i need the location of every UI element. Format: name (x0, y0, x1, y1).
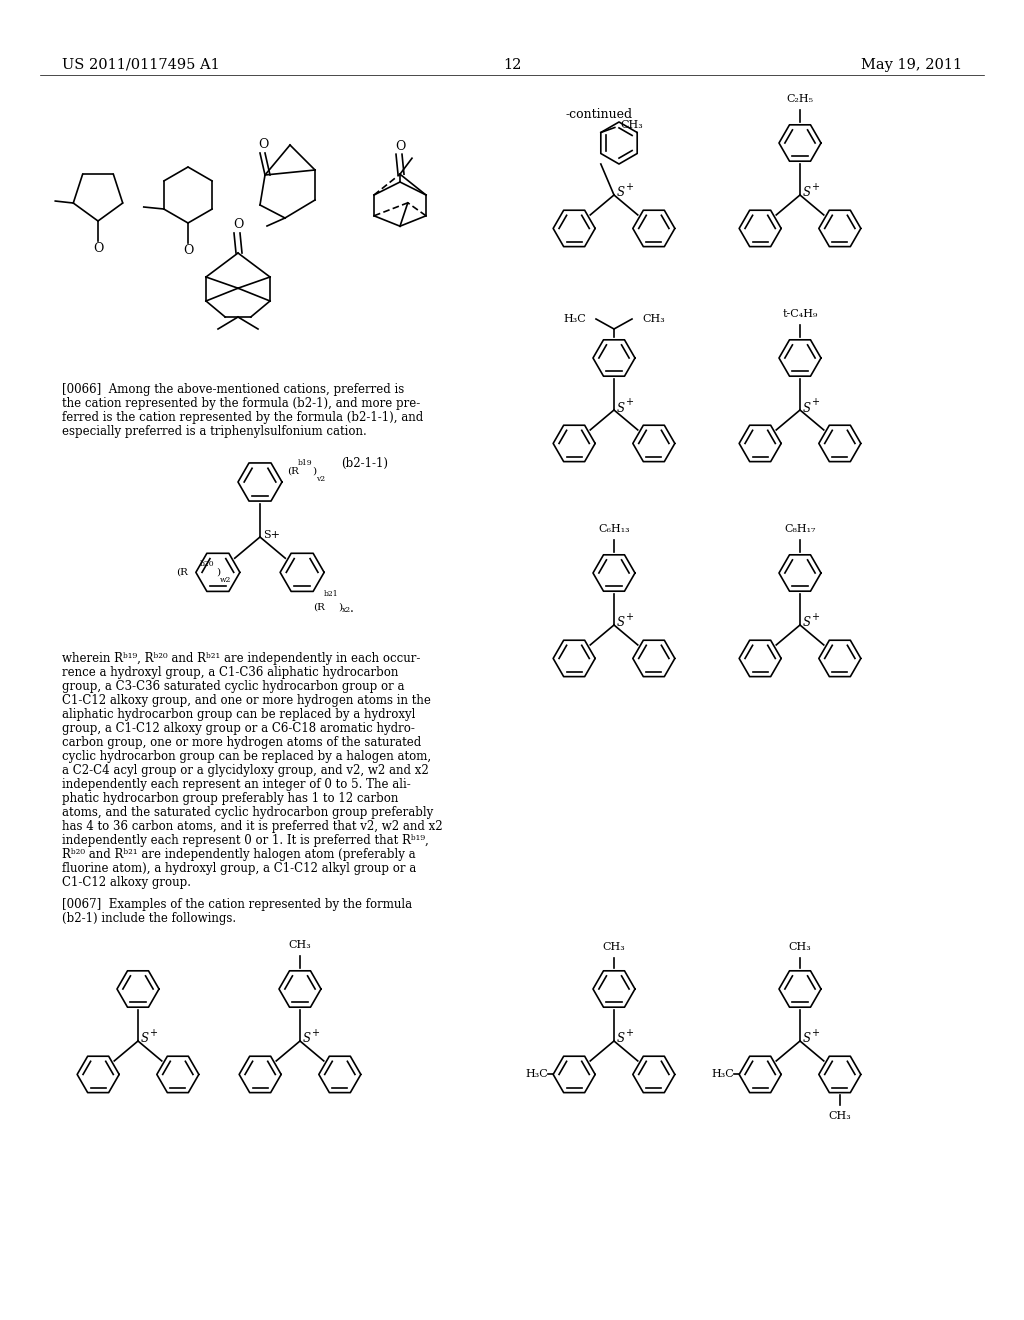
Text: 12: 12 (503, 58, 521, 73)
Text: O: O (183, 243, 194, 256)
Text: S: S (617, 401, 625, 414)
Text: ferred is the cation represented by the formula (b2-1-1), and: ferred is the cation represented by the … (62, 411, 423, 424)
Text: independently each represent an integer of 0 to 5. The ali-: independently each represent an integer … (62, 777, 411, 791)
Text: S+: S+ (263, 531, 280, 540)
Text: (R: (R (313, 602, 325, 611)
Text: b20: b20 (200, 561, 214, 569)
Text: wherein Rᵇ¹⁹, Rᵇ²⁰ and Rᵇ²¹ are independently in each occur-: wherein Rᵇ¹⁹, Rᵇ²⁰ and Rᵇ²¹ are independ… (62, 652, 421, 665)
Text: CH₃: CH₃ (788, 942, 811, 952)
Text: ): ) (216, 568, 220, 577)
Text: US 2011/0117495 A1: US 2011/0117495 A1 (62, 58, 220, 73)
Text: carbon group, one or more hydrogen atoms of the saturated: carbon group, one or more hydrogen atoms… (62, 737, 421, 748)
Text: w2: w2 (220, 577, 231, 585)
Text: May 19, 2011: May 19, 2011 (861, 58, 962, 73)
Text: a C2-C4 acyl group or a glycidyloxy group, and v2, w2 and x2: a C2-C4 acyl group or a glycidyloxy grou… (62, 764, 429, 777)
Text: +: + (625, 182, 633, 191)
Text: S: S (141, 1032, 150, 1045)
Text: group, a C1-C12 alkoxy group or a C6-C18 aromatic hydro-: group, a C1-C12 alkoxy group or a C6-C18… (62, 722, 415, 735)
Text: Rᵇ²⁰ and Rᵇ²¹ are independently halogen atom (preferably a: Rᵇ²⁰ and Rᵇ²¹ are independently halogen … (62, 847, 416, 861)
Text: [0066]  Among the above-mentioned cations, preferred is: [0066] Among the above-mentioned cations… (62, 383, 404, 396)
Text: C1-C12 alkoxy group.: C1-C12 alkoxy group. (62, 876, 191, 888)
Text: cyclic hydrocarbon group can be replaced by a halogen atom,: cyclic hydrocarbon group can be replaced… (62, 750, 431, 763)
Text: fluorine atom), a hydroxyl group, a C1-C12 alkyl group or a: fluorine atom), a hydroxyl group, a C1-C… (62, 862, 416, 875)
Text: the cation represented by the formula (b2-1), and more pre-: the cation represented by the formula (b… (62, 397, 420, 411)
Text: (R: (R (176, 568, 187, 577)
Text: v2: v2 (316, 475, 326, 483)
Text: H₃C: H₃C (712, 1069, 734, 1080)
Text: S: S (617, 1032, 625, 1045)
Text: t-C₄H₉: t-C₄H₉ (782, 309, 818, 319)
Text: +: + (811, 397, 819, 407)
Text: +: + (311, 1028, 319, 1038)
Text: b21: b21 (325, 590, 339, 598)
Text: S: S (617, 186, 625, 199)
Text: C1-C12 alkoxy group, and one or more hydrogen atoms in the: C1-C12 alkoxy group, and one or more hyd… (62, 694, 431, 708)
Text: S: S (303, 1032, 311, 1045)
Text: +: + (625, 397, 633, 407)
Text: S: S (803, 616, 811, 630)
Text: S: S (803, 401, 811, 414)
Text: (b2-1-1): (b2-1-1) (341, 457, 388, 470)
Text: +: + (811, 612, 819, 622)
Text: (R: (R (287, 466, 299, 475)
Text: phatic hydrocarbon group preferably has 1 to 12 carbon: phatic hydrocarbon group preferably has … (62, 792, 398, 805)
Text: b19: b19 (298, 459, 312, 467)
Text: H₃C: H₃C (563, 314, 586, 323)
Text: O: O (93, 242, 103, 255)
Text: +: + (811, 1028, 819, 1038)
Text: x2: x2 (342, 606, 351, 614)
Text: H₃C: H₃C (525, 1069, 548, 1080)
Text: especially preferred is a triphenylsulfonium cation.: especially preferred is a triphenylsulfo… (62, 425, 367, 438)
Text: has 4 to 36 carbon atoms, and it is preferred that v2, w2 and x2: has 4 to 36 carbon atoms, and it is pref… (62, 820, 442, 833)
Text: atoms, and the saturated cyclic hydrocarbon group preferably: atoms, and the saturated cyclic hydrocar… (62, 807, 433, 818)
Text: S: S (803, 186, 811, 199)
Text: +: + (625, 1028, 633, 1038)
Text: .: . (350, 602, 354, 615)
Text: O: O (258, 139, 268, 152)
Text: +: + (625, 612, 633, 622)
Text: CH₃: CH₃ (621, 120, 643, 129)
Text: +: + (150, 1028, 157, 1038)
Text: C₈H₁₇: C₈H₁₇ (784, 524, 816, 535)
Text: CH₃: CH₃ (828, 1111, 851, 1122)
Text: independently each represent 0 or 1. It is preferred that Rᵇ¹⁹,: independently each represent 0 or 1. It … (62, 834, 429, 847)
Text: C₂H₅: C₂H₅ (786, 94, 813, 104)
Text: +: + (811, 182, 819, 191)
Text: rence a hydroxyl group, a C1-C36 aliphatic hydrocarbon: rence a hydroxyl group, a C1-C36 aliphat… (62, 667, 398, 678)
Text: ): ) (312, 466, 316, 475)
Text: CH₃: CH₃ (642, 314, 665, 323)
Text: group, a C3-C36 saturated cyclic hydrocarbon group or a: group, a C3-C36 saturated cyclic hydroca… (62, 680, 404, 693)
Text: S: S (617, 616, 625, 630)
Text: C₆H₁₃: C₆H₁₃ (598, 524, 630, 535)
Text: aliphatic hydrocarbon group can be replaced by a hydroxyl: aliphatic hydrocarbon group can be repla… (62, 708, 416, 721)
Text: O: O (232, 219, 243, 231)
Text: S: S (803, 1032, 811, 1045)
Text: ): ) (338, 602, 342, 611)
Text: CH₃: CH₃ (603, 942, 626, 952)
Text: (b2-1) include the followings.: (b2-1) include the followings. (62, 912, 237, 925)
Text: CH₃: CH₃ (289, 940, 311, 950)
Text: -continued: -continued (565, 108, 632, 121)
Text: O: O (395, 140, 406, 153)
Text: [0067]  Examples of the cation represented by the formula: [0067] Examples of the cation represente… (62, 898, 412, 911)
